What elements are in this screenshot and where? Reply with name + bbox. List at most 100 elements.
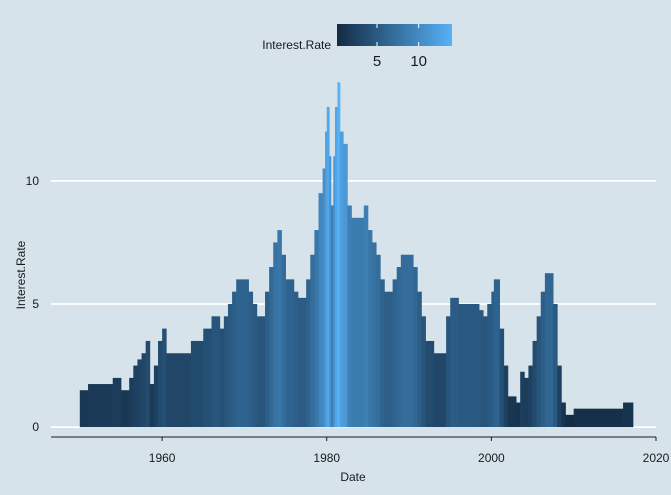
bar xyxy=(532,340,538,428)
bar xyxy=(219,328,225,428)
bar xyxy=(548,273,554,428)
bar xyxy=(236,279,245,428)
bar xyxy=(396,267,402,428)
bar xyxy=(561,402,566,428)
bar xyxy=(581,408,591,428)
bar xyxy=(178,353,188,428)
bar xyxy=(120,390,130,428)
bar xyxy=(339,131,344,428)
legend-colorbar xyxy=(337,24,452,46)
bar xyxy=(269,267,274,428)
bar xyxy=(334,106,338,428)
bar xyxy=(392,279,398,428)
bar xyxy=(628,402,634,428)
bar xyxy=(516,402,521,428)
bar xyxy=(421,316,426,428)
bar xyxy=(190,340,196,428)
y-axis-title: Interest.Rate xyxy=(14,240,28,309)
bar xyxy=(166,353,171,428)
bar xyxy=(450,297,459,428)
bar xyxy=(524,377,529,428)
y-tick-label: 10 xyxy=(26,174,40,188)
bar xyxy=(322,168,326,428)
bar xyxy=(265,291,270,428)
bar xyxy=(598,408,608,428)
bar xyxy=(318,193,324,428)
bar xyxy=(195,340,204,428)
x-tick-label: 1980 xyxy=(313,451,340,465)
bar xyxy=(252,303,258,428)
color-legend: Interest.Rate 5 10 xyxy=(262,24,452,70)
bar xyxy=(112,377,122,428)
bar xyxy=(503,365,509,428)
bar xyxy=(96,384,105,428)
bar xyxy=(141,353,147,428)
bar xyxy=(162,328,167,428)
bar xyxy=(149,384,155,428)
bar xyxy=(359,217,365,428)
bar xyxy=(380,279,385,428)
bar xyxy=(565,414,575,428)
y-tick-label: 0 xyxy=(32,420,39,434)
bar xyxy=(520,371,525,428)
bar xyxy=(487,303,492,428)
bar xyxy=(186,353,192,428)
bar xyxy=(590,408,599,428)
bar xyxy=(203,328,212,428)
bar xyxy=(441,353,447,428)
bar xyxy=(446,316,451,428)
bar xyxy=(326,106,330,428)
legend-tick-label: 10 xyxy=(410,53,427,70)
bar xyxy=(433,353,443,428)
bar xyxy=(329,156,332,428)
bar xyxy=(223,316,229,428)
bar xyxy=(325,131,328,428)
bar xyxy=(347,205,352,428)
bar xyxy=(507,396,517,428)
bar xyxy=(417,291,422,428)
x-tick-label: 2000 xyxy=(478,451,505,465)
bar xyxy=(351,217,361,428)
bar xyxy=(623,402,630,428)
bar xyxy=(413,267,418,428)
bar xyxy=(499,328,505,428)
y-tick-label: 5 xyxy=(32,297,39,311)
bar xyxy=(302,297,307,428)
bar xyxy=(493,279,501,428)
bar xyxy=(372,242,377,428)
bar xyxy=(614,408,624,428)
x-tick-label: 1960 xyxy=(149,451,176,465)
bar xyxy=(491,291,495,428)
bar xyxy=(293,291,299,428)
bar xyxy=(557,365,562,428)
bar xyxy=(133,365,138,428)
bar xyxy=(553,303,558,428)
bar xyxy=(310,254,315,428)
bar xyxy=(211,316,221,428)
bar xyxy=(256,316,262,428)
bar xyxy=(400,254,410,428)
bar xyxy=(474,303,480,428)
bar xyxy=(479,310,484,428)
bar xyxy=(170,353,179,428)
bar xyxy=(528,365,533,428)
bar xyxy=(536,316,542,428)
bar xyxy=(376,254,381,428)
bar xyxy=(343,143,348,428)
bar xyxy=(153,365,159,428)
bar xyxy=(281,254,286,428)
legend-title: Interest.Rate xyxy=(262,38,331,52)
bar xyxy=(573,408,583,428)
bar xyxy=(158,340,163,428)
bar xyxy=(248,291,254,428)
bar xyxy=(260,316,266,428)
bar xyxy=(129,377,134,428)
bar xyxy=(367,230,373,428)
bar xyxy=(289,279,295,428)
bar xyxy=(314,230,319,428)
bar xyxy=(227,303,233,428)
x-axis-title: Date xyxy=(340,470,366,484)
bar xyxy=(330,205,334,428)
x-tick-label: 2020 xyxy=(643,451,670,465)
